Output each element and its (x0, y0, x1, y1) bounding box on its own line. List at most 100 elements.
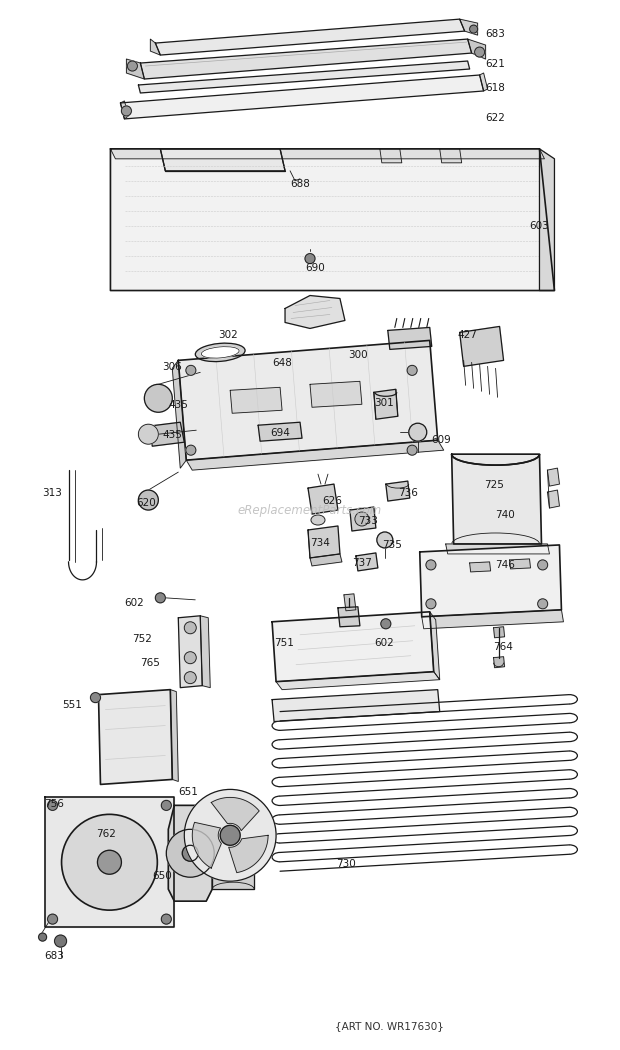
Circle shape (305, 254, 315, 264)
Circle shape (182, 845, 198, 861)
Circle shape (138, 424, 158, 444)
Polygon shape (539, 149, 554, 291)
Polygon shape (480, 74, 487, 91)
Circle shape (355, 512, 369, 526)
Polygon shape (229, 836, 268, 873)
Polygon shape (120, 75, 484, 119)
Polygon shape (276, 672, 440, 690)
Polygon shape (126, 59, 144, 79)
Polygon shape (156, 19, 464, 55)
Circle shape (161, 800, 171, 811)
Circle shape (161, 915, 171, 924)
Polygon shape (430, 612, 440, 679)
Polygon shape (510, 559, 531, 569)
Polygon shape (230, 387, 282, 414)
Polygon shape (192, 822, 221, 868)
Polygon shape (308, 484, 338, 514)
Circle shape (409, 423, 427, 441)
Ellipse shape (195, 343, 245, 361)
Polygon shape (388, 328, 432, 350)
Text: 650: 650 (153, 872, 172, 881)
Polygon shape (344, 594, 356, 611)
Text: 620: 620 (136, 498, 156, 508)
Circle shape (377, 532, 393, 548)
Polygon shape (310, 554, 342, 566)
Text: 626: 626 (322, 496, 342, 506)
Polygon shape (386, 481, 410, 501)
Circle shape (538, 598, 547, 609)
Polygon shape (350, 507, 376, 531)
Circle shape (55, 936, 66, 947)
Polygon shape (459, 19, 477, 35)
Text: 756: 756 (45, 799, 64, 810)
Text: 427: 427 (458, 331, 477, 340)
Circle shape (166, 830, 215, 877)
Text: 618: 618 (485, 83, 505, 93)
Text: eReplacementParts.com: eReplacementParts.com (238, 504, 382, 517)
Text: 683: 683 (485, 29, 505, 39)
Circle shape (138, 490, 158, 510)
Text: 621: 621 (485, 59, 505, 69)
Circle shape (186, 365, 196, 375)
Circle shape (48, 800, 58, 811)
Circle shape (475, 47, 485, 57)
Text: 734: 734 (310, 538, 330, 548)
Polygon shape (272, 612, 434, 681)
Polygon shape (138, 61, 469, 93)
Text: 736: 736 (398, 488, 418, 498)
Polygon shape (179, 340, 438, 460)
Polygon shape (258, 422, 302, 441)
Circle shape (469, 25, 477, 34)
Text: 694: 694 (270, 428, 290, 438)
Polygon shape (494, 656, 505, 668)
Text: 651: 651 (179, 788, 198, 797)
Ellipse shape (311, 514, 325, 525)
Circle shape (220, 825, 240, 845)
Text: 602: 602 (374, 637, 394, 648)
Text: 690: 690 (305, 262, 325, 273)
Polygon shape (110, 149, 544, 159)
Circle shape (97, 850, 122, 875)
Circle shape (144, 384, 172, 413)
Text: 648: 648 (272, 358, 292, 369)
Circle shape (186, 445, 196, 455)
Circle shape (122, 106, 131, 116)
Polygon shape (200, 615, 210, 688)
Polygon shape (420, 545, 562, 616)
Circle shape (127, 61, 138, 71)
Circle shape (184, 672, 197, 684)
Text: 609: 609 (432, 435, 451, 445)
Polygon shape (45, 797, 174, 927)
Polygon shape (285, 295, 345, 329)
Text: 622: 622 (485, 113, 505, 123)
Polygon shape (356, 553, 378, 571)
Text: 435: 435 (168, 400, 188, 411)
Polygon shape (308, 526, 340, 558)
Text: 688: 688 (290, 178, 310, 189)
Polygon shape (446, 544, 549, 554)
Polygon shape (140, 39, 472, 79)
Circle shape (38, 933, 46, 941)
Text: 752: 752 (133, 634, 153, 644)
Circle shape (407, 445, 417, 455)
Polygon shape (272, 690, 440, 721)
Polygon shape (110, 149, 554, 291)
Circle shape (426, 560, 436, 570)
Polygon shape (374, 390, 398, 419)
Polygon shape (469, 562, 490, 572)
Circle shape (48, 915, 58, 924)
Polygon shape (422, 610, 564, 629)
Polygon shape (494, 627, 505, 637)
Polygon shape (151, 39, 161, 55)
Text: 740: 740 (495, 510, 515, 520)
Text: 737: 737 (352, 558, 372, 568)
Polygon shape (99, 690, 172, 784)
Polygon shape (168, 805, 212, 901)
Polygon shape (459, 327, 503, 366)
Text: 762: 762 (97, 830, 117, 839)
Polygon shape (440, 149, 462, 163)
Text: 765: 765 (140, 657, 160, 668)
Text: 733: 733 (358, 516, 378, 526)
Text: 306: 306 (162, 362, 182, 373)
Text: 764: 764 (494, 642, 513, 652)
